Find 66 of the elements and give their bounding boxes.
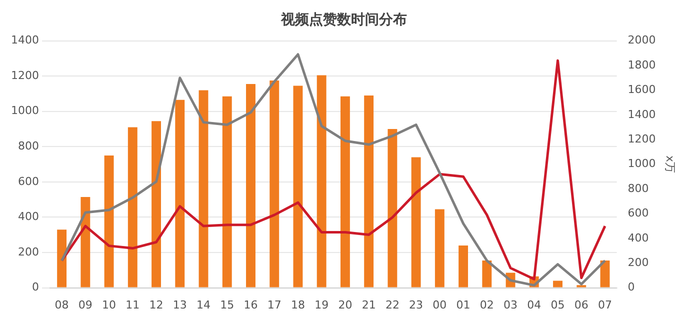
bar (364, 95, 374, 288)
bar (434, 209, 444, 288)
y-tick-label: 400 (18, 210, 39, 224)
x-tick-label: 16 (244, 298, 258, 312)
y2-tick-label: 1000 (628, 157, 656, 170)
y-tick-label: 600 (18, 174, 39, 188)
y2-tick-label: 1600 (628, 83, 656, 96)
x-tick-label: 03 (504, 298, 518, 312)
bar (222, 96, 232, 288)
y2-tick-label: 600 (628, 206, 649, 220)
x-tick-label: 08 (54, 298, 69, 312)
bar (175, 100, 185, 288)
x-tick-label: 21 (362, 298, 376, 312)
x-tick-label: 02 (480, 298, 494, 312)
y2-tick-label: 0 (628, 280, 635, 294)
x-tick-label: 05 (550, 298, 565, 312)
y2-tick-label: 1400 (628, 108, 656, 121)
bar (198, 90, 208, 288)
y2-axis-title: x万 (664, 156, 677, 174)
x-tick-label: 11 (126, 298, 140, 312)
x-tick-label: 04 (527, 298, 542, 312)
bar (340, 96, 350, 288)
y-tick-label: 200 (18, 245, 39, 258)
y2-tick-label: 800 (628, 182, 649, 195)
y2-tick-label: 400 (628, 231, 649, 244)
bar (293, 86, 303, 288)
chart-title: 视频点赞数时间分布 (280, 11, 407, 28)
y2-tick-label: 1800 (628, 58, 656, 72)
bar (104, 155, 114, 288)
y2-tick-label: 2000 (628, 34, 656, 47)
x-tick-label: 22 (385, 298, 400, 312)
bar (458, 245, 468, 288)
x-tick-label: 17 (267, 298, 282, 312)
y-tick-label: 1000 (10, 104, 39, 118)
bar (246, 84, 256, 288)
x-tick-label: 09 (78, 298, 92, 312)
x-tick-label: 12 (149, 298, 164, 312)
y-tick-label: 1400 (10, 34, 39, 47)
bar (152, 121, 161, 288)
x-tick-label: 18 (290, 298, 305, 312)
y-tick-label: 1200 (10, 68, 39, 82)
bar (316, 75, 326, 288)
x-tick-label: 10 (102, 298, 116, 312)
x-tick-label: 23 (409, 298, 424, 312)
x-tick-label: 00 (432, 298, 447, 312)
x-tick-label: 06 (574, 298, 588, 312)
bar (553, 280, 562, 288)
x-tick-label: 20 (338, 298, 352, 312)
bar (128, 127, 138, 288)
bar (80, 196, 90, 288)
bar (411, 157, 421, 288)
bar (270, 80, 280, 288)
y2-tick-label: 200 (628, 256, 649, 269)
y-tick-label: 0 (32, 280, 39, 294)
y-tick-label: 800 (18, 140, 39, 153)
bar (57, 230, 67, 288)
bar (482, 260, 492, 288)
x-tick-label: 14 (196, 298, 211, 312)
x-tick-label: 07 (598, 298, 612, 312)
x-tick-label: 13 (172, 298, 187, 312)
y2-tick-label: 1200 (628, 132, 656, 146)
bar (388, 129, 398, 288)
bar (600, 260, 610, 288)
x-tick-label: 19 (314, 298, 329, 312)
x-tick-label: 01 (456, 298, 470, 312)
x-tick-label: 15 (220, 298, 234, 312)
